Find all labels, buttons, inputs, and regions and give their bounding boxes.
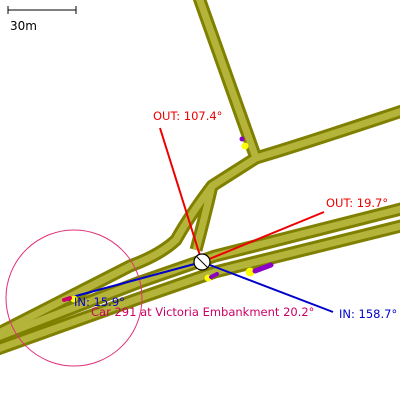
marker-yellow-1[interactable] <box>241 142 249 150</box>
out-heading-label-2: OUT: 19.7° <box>326 196 388 210</box>
out-heading-line-2 <box>201 211 325 263</box>
road-connector-inner <box>0 155 258 337</box>
vehicle-radius-circle <box>5 229 143 367</box>
road-northeast-inner <box>255 107 400 162</box>
in-heading-label-2: IN: 158.7° <box>339 307 397 321</box>
marker-purple-3[interactable] <box>252 262 274 274</box>
junction-marker[interactable] <box>193 253 211 271</box>
scale-bar-label: 30m <box>10 19 37 33</box>
heading-lines <box>71 127 334 313</box>
marker-yellow-4[interactable] <box>70 295 78 303</box>
marker-purple-2[interactable] <box>209 272 219 279</box>
in-heading-line-1 <box>71 261 203 298</box>
scale-bar: 30m <box>7 6 77 33</box>
vehicle-marker[interactable] <box>62 296 72 302</box>
road-network <box>0 0 400 356</box>
road-lower-carriageway-inner <box>0 222 400 352</box>
in-heading-label-1: IN: 15.9° <box>74 295 125 309</box>
out-heading-line-1 <box>159 127 203 263</box>
road-north-inner <box>196 0 260 160</box>
out-heading-label-1: OUT: 107.4° <box>153 109 222 123</box>
traffic-markers <box>62 136 274 303</box>
marker-purple-1[interactable] <box>239 136 245 142</box>
marker-yellow-3[interactable] <box>245 267 255 277</box>
in-heading-line-2 <box>201 261 334 313</box>
vehicle-label: Car 291 at Victoria Embankment 20.2° <box>91 305 314 319</box>
